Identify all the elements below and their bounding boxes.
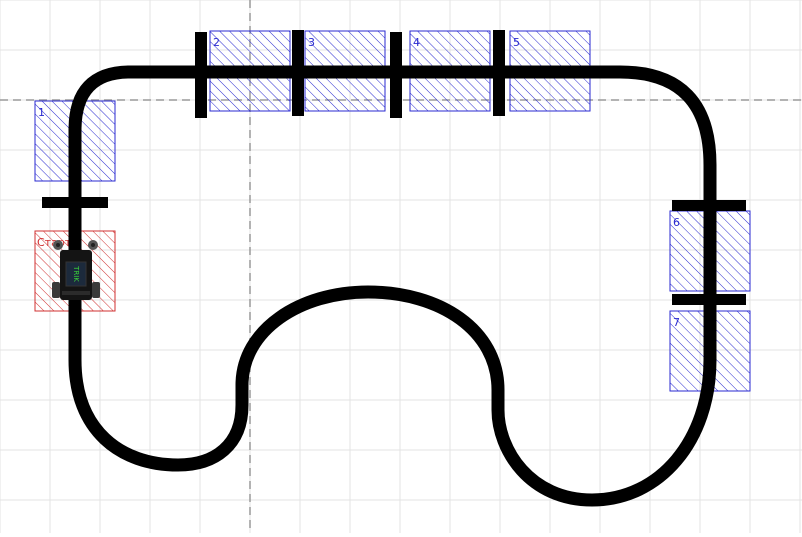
zone-1-label: 1 — [38, 106, 45, 119]
wall-3[interactable] — [292, 30, 304, 116]
wall-4[interactable] — [390, 32, 402, 118]
wall-6[interactable] — [672, 200, 746, 211]
zone-5-label: 5 — [513, 36, 520, 49]
zone-4-label: 4 — [413, 36, 420, 49]
zone-3-label: 3 — [308, 36, 315, 49]
wall-1[interactable] — [42, 197, 108, 208]
trik-robot[interactable]: TRIK — [52, 240, 100, 300]
zone-6-label: 6 — [673, 216, 680, 229]
wall-5[interactable] — [493, 30, 505, 116]
zone-2-label: 2 — [213, 36, 220, 49]
wall-7[interactable] — [672, 294, 746, 305]
robot-screen — [65, 261, 87, 287]
wall-2[interactable] — [195, 32, 207, 118]
line-track[interactable] — [68, 65, 717, 507]
zone-7-label: 7 — [673, 316, 680, 329]
robot-screen-text: TRIK — [72, 265, 80, 282]
